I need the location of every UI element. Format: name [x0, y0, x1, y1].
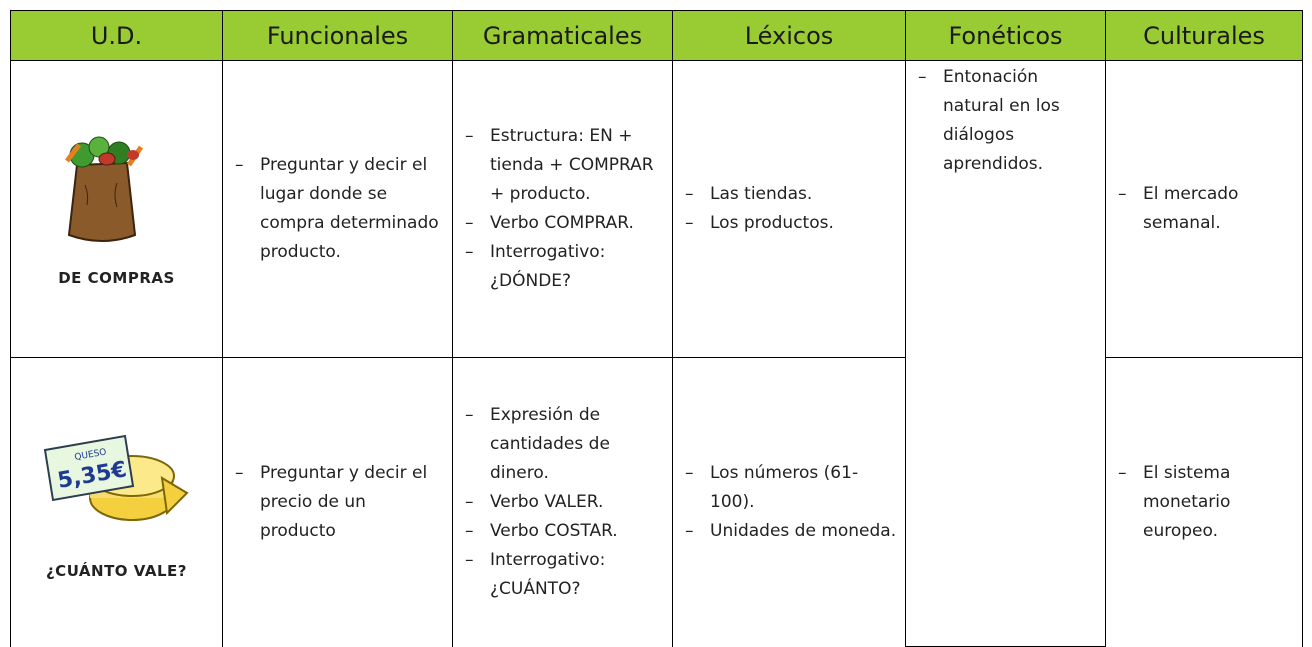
list-item: El sistema monetario europeo. [1118, 459, 1294, 546]
list-item: Unidades de moneda. [685, 517, 897, 546]
column-header: Funcionales [222, 10, 453, 61]
item-list: Las tiendas.Los productos. [673, 180, 905, 238]
unit-cell: QUESO 5,35€ ¿CUÁNTO VALE? [10, 357, 223, 647]
unit-cell: DE COMPRAS [10, 60, 223, 358]
list-item: Preguntar y decir el precio de un produc… [235, 459, 444, 546]
item-list: El sistema monetario europeo. [1106, 459, 1302, 546]
list-item: Preguntar y decir el lugar donde se comp… [235, 151, 444, 267]
list-item: Expresión de cantidades de dinero. [465, 401, 664, 488]
column-header: Fonéticos [905, 10, 1106, 61]
list-item: Verbo VALER. [465, 488, 664, 517]
column-header: U.D. [10, 10, 223, 61]
list-item: Entonación natural en los diálogos apren… [918, 63, 1097, 179]
funcionales-cell: Preguntar y decir el precio de un produc… [222, 357, 453, 647]
table-header: U.D. Funcionales Gramaticales Léxicos Fonéti… [10, 10, 1303, 61]
list-item: Estructura: EN + tienda + COMPRAR + prod… [465, 122, 664, 209]
list-item: Interrogativo: ¿DÓNDE? [465, 238, 664, 296]
gramaticales-cell: Estructura: EN + tienda + COMPRAR + prod… [452, 60, 673, 358]
unit-icon [64, 136, 143, 242]
funcionales-cell: Preguntar y decir el lugar donde se comp… [222, 60, 453, 358]
column-header: Léxicos [672, 10, 906, 61]
table-row: DE COMPRAS Preguntar y decir el lugar don… [10, 60, 1303, 647]
column-header: Culturales [1105, 10, 1303, 61]
lexicos-cell: Los números (61-100).Unidades de moneda. [672, 357, 906, 647]
item-list: Entonación natural en los diálogos apren… [906, 63, 1105, 179]
culturales-cell: El mercado semanal. [1105, 60, 1303, 358]
item-list: Estructura: EN + tienda + COMPRAR + prod… [453, 122, 672, 296]
item-list: Preguntar y decir el lugar donde se comp… [223, 151, 452, 267]
culturales-cell: El sistema monetario europeo. [1105, 357, 1303, 647]
list-item: El mercado semanal. [1118, 180, 1294, 238]
gramaticales-cell: Expresión de cantidades de dinero.Verbo … [452, 357, 673, 647]
item-list: Los números (61-100).Unidades de moneda. [673, 459, 905, 546]
unit-label: ¿CUÁNTO VALE? [45, 562, 187, 581]
header-row: U.D. Funcionales Gramaticales Léxicos Fonéti… [10, 10, 1303, 61]
list-item: Verbo COMPRAR. [465, 209, 664, 238]
list-item: Verbo COSTAR. [465, 517, 664, 546]
item-list: El mercado semanal. [1106, 180, 1302, 238]
table-body: DE COMPRAS Preguntar y decir el lugar don… [10, 60, 1303, 647]
unit-label: DE COMPRAS [58, 269, 175, 287]
column-header: Gramaticales [452, 10, 673, 61]
list-item: Las tiendas. [685, 180, 897, 209]
item-list: Preguntar y decir el precio de un produc… [223, 459, 452, 546]
list-item: Los números (61-100). [685, 459, 897, 517]
foneticos-cell: Entonación natural en los diálogos apren… [905, 60, 1106, 647]
list-item: Los productos. [685, 209, 897, 238]
lexicos-cell: Las tiendas.Los productos. [672, 60, 906, 358]
item-list: Expresión de cantidades de dinero.Verbo … [453, 401, 672, 604]
content-table: U.D. Funcionales Gramaticales Léxicos Fonéti… [10, 10, 1303, 647]
list-item: Interrogativo: ¿CUÁNTO? [465, 546, 664, 604]
